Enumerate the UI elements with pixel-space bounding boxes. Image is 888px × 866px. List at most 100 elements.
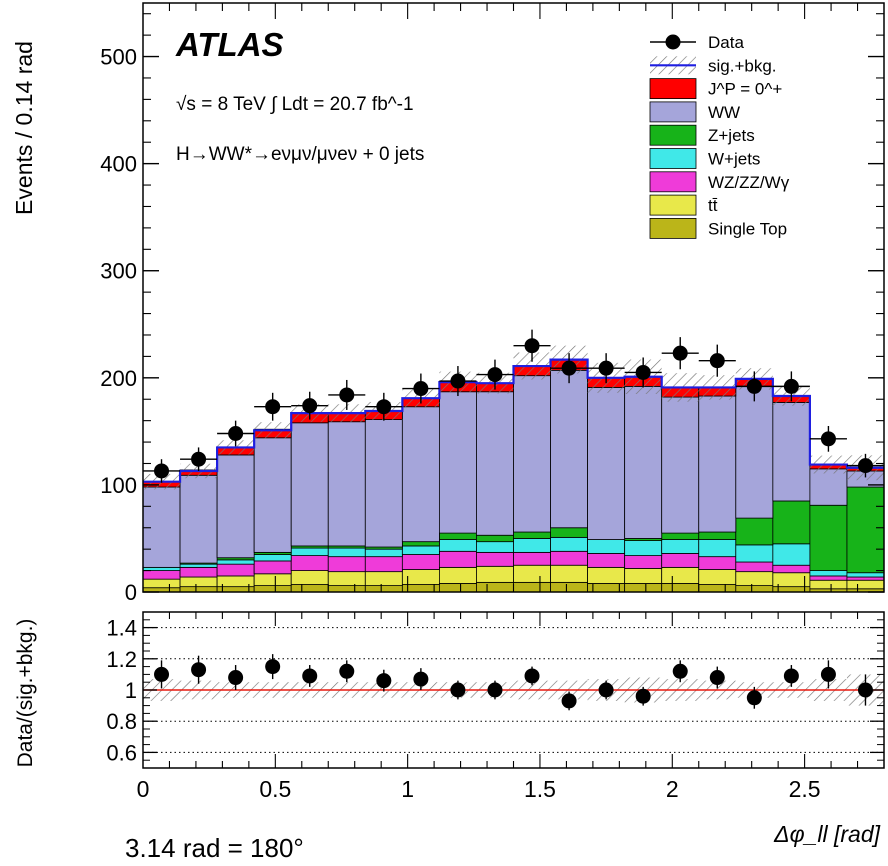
legend: Data sig.+bkg. J^P = 0^+ WW Z+jets W+jets WZ/Z…	[649, 33, 790, 239]
bar-tt-3	[253, 573, 292, 586]
bar-single-top-6	[364, 585, 403, 593]
ratio-point-13	[635, 688, 651, 704]
bar-wz-zz-w-0	[142, 570, 181, 580]
bar-w-jets-17	[772, 543, 811, 566]
data-point-7	[413, 381, 429, 397]
x-tick-label-1: 1	[401, 776, 414, 802]
bar-ww-13	[624, 385, 663, 539]
bar-single-top-11	[550, 581, 588, 593]
data-point-0	[154, 463, 170, 479]
bar-wz-zz-w-7	[401, 554, 440, 570]
bar-single-top-5	[327, 585, 366, 593]
bar-z-jets-7	[401, 541, 440, 547]
bar-wz-zz-w-1	[179, 566, 218, 578]
data-point-19	[857, 458, 873, 474]
bar-ww-14	[661, 396, 700, 534]
bar-wz-zz-w-3	[253, 560, 292, 575]
atlas-label: ATLAS	[175, 26, 284, 63]
channel-label: H→WW*→eνμν/μνeν + 0 jets	[176, 144, 424, 165]
legend-label-ww: WW	[708, 103, 740, 122]
bar-ww-10	[513, 375, 551, 533]
bar-z-jets-19	[846, 486, 885, 574]
ratio-point-1	[191, 662, 207, 678]
ratio-point-9	[487, 682, 503, 698]
bar-ww-3	[253, 437, 292, 553]
bar-wz-zz-w-9	[476, 551, 514, 567]
bar-ww-17	[772, 402, 811, 502]
bar-w-jets-10	[513, 538, 551, 553]
main-y-ticks: 0 100 200 300 400 500	[100, 3, 884, 605]
legend-swatch-single-top	[649, 217, 697, 239]
x-axis-title: Δφ_ll [rad]	[773, 821, 880, 847]
legend-data-marker	[665, 34, 681, 50]
bar-tt-10	[513, 564, 551, 583]
bar-w-jets-13	[624, 540, 663, 556]
y-axis-title: Events / 0.14 rad	[11, 41, 37, 215]
legend-swatch-j-p-0	[649, 78, 697, 99]
data-point-1	[191, 451, 207, 467]
y-tick-label-500: 500	[100, 45, 137, 70]
bar-w-jets-14	[661, 539, 700, 554]
ratio-y-tick-label-0.8: 0.8	[106, 709, 137, 734]
bar-wz-zz-w-4	[290, 555, 329, 571]
energy-lumi-label: √s = 8 TeV ∫ Ldt = 20.7 fb^-1	[176, 94, 414, 115]
bar-w-jets-16	[735, 544, 774, 563]
ratio-point-14	[672, 663, 688, 679]
bar-wz-zz-w-10	[513, 551, 551, 566]
x-tick-label-0: 0	[137, 776, 150, 802]
y-tick-label-300: 300	[100, 259, 137, 284]
bar-ww-16	[735, 385, 774, 519]
data-point-14	[672, 345, 688, 361]
ratio-point-17	[783, 668, 799, 684]
y-tick-label-0: 0	[125, 580, 137, 605]
data-point-9	[487, 367, 503, 383]
ratio-point-4	[302, 668, 318, 684]
bar-z-jets-11	[550, 527, 588, 538]
bar-tt-14	[661, 566, 700, 584]
ratio-point-5	[339, 663, 355, 679]
bar-single-top-16	[735, 585, 774, 593]
bar-tt-11	[550, 564, 588, 583]
legend-label-w-jets: W+jets	[708, 150, 760, 169]
data-point-13	[635, 364, 651, 380]
bar-w-jets-3	[253, 554, 292, 562]
ratio-y-tick-label-1.4: 1.4	[106, 616, 137, 641]
ratio-point-6	[376, 673, 392, 689]
bar-wz-zz-w-6	[364, 556, 403, 573]
ratio-y-tick-label-0.6: 0.6	[106, 740, 137, 765]
bar-wz-zz-w-5	[327, 556, 366, 573]
bar-tt-6	[364, 571, 403, 586]
legend-swatch-tt	[649, 194, 697, 216]
y-tick-label-100: 100	[100, 473, 137, 498]
bar-wz-zz-w-8	[438, 550, 477, 568]
bar-w-jets-5	[327, 547, 366, 558]
ratio-point-10	[524, 668, 540, 684]
bar-single-top-14	[661, 583, 700, 593]
bar-tt-12	[587, 566, 626, 584]
data-point-10	[524, 338, 540, 354]
bar-w-jets-6	[364, 548, 403, 558]
bar-w-jets-12	[587, 539, 626, 554]
bar-w-jets-9	[476, 541, 514, 553]
bar-ww-2	[216, 454, 255, 559]
bar-tt-4	[290, 570, 329, 585]
bar-wz-zz-w-14	[661, 553, 700, 568]
legend-label-wz-zz-w: WZ/ZZ/Wγ	[708, 173, 790, 192]
bar-z-jets-8	[438, 532, 477, 540]
data-point-3	[265, 399, 281, 415]
ratio-point-3	[265, 659, 281, 675]
bar-tt-15	[698, 569, 737, 585]
bar-z-jets-14	[661, 532, 700, 540]
bar-wz-zz-w-18	[809, 575, 848, 581]
bar-ww-4	[290, 422, 329, 547]
ratio-point-19	[857, 682, 873, 698]
legend-label-data: Data	[708, 33, 744, 52]
ratio-point-0	[154, 666, 170, 682]
data-point-5	[339, 387, 355, 403]
ratio-ticks: 0.6 0.8 1 1.2 1.4 0 0.5 1 1.5 2 2.5	[106, 612, 884, 802]
ratio-y-axis-title: Data/(sig.+bkg.)	[14, 619, 37, 768]
legend-swatch-z-jets	[649, 124, 697, 146]
ratio-point-11	[561, 693, 577, 709]
main-panel: 0 100 200 300 400 500 Events / 0.14 rad ATLAS…	[11, 2, 885, 605]
